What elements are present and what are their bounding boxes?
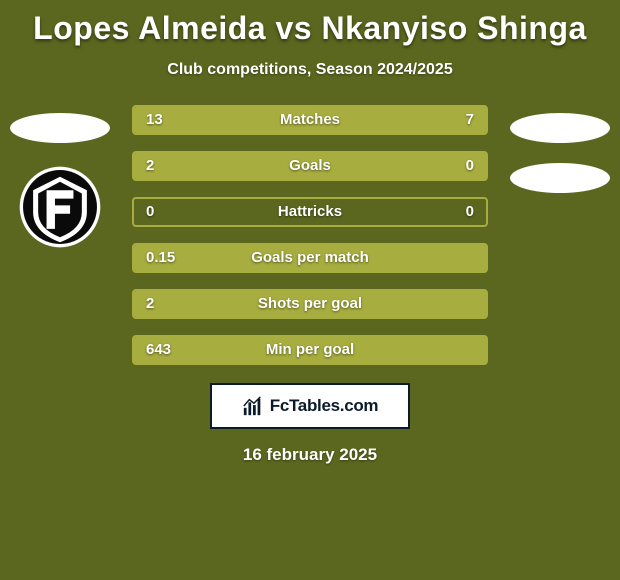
stat-row: 0.15Goals per match: [132, 243, 488, 273]
stat-label: Goals: [134, 153, 486, 179]
branding-logo-icon: [242, 395, 264, 417]
stat-row: 0Hattricks0: [132, 197, 488, 227]
club-right-placeholder: [510, 163, 610, 193]
page-title: Lopes Almeida vs Nkanyiso Shinga: [0, 0, 620, 47]
infographic-date: 16 february 2025: [0, 445, 620, 465]
branding-badge: FcTables.com: [210, 383, 410, 429]
stat-row: 13Matches7: [132, 105, 488, 135]
stat-bars: 13Matches72Goals00Hattricks00.15Goals pe…: [132, 105, 488, 381]
stat-value-right: 7: [466, 107, 474, 133]
stat-label: Goals per match: [134, 245, 486, 271]
stat-label: Shots per goal: [134, 291, 486, 317]
player-right-placeholder: [510, 113, 610, 143]
stat-row: 2Shots per goal: [132, 289, 488, 319]
stat-value-right: 0: [466, 153, 474, 179]
subtitle: Club competitions, Season 2024/2025: [0, 61, 620, 79]
club-left-badge: [18, 165, 102, 249]
stat-value-right: 0: [466, 199, 474, 225]
stat-label: Matches: [134, 107, 486, 133]
stat-row: 643Min per goal: [132, 335, 488, 365]
comparison-panel: 13Matches72Goals00Hattricks00.15Goals pe…: [0, 99, 620, 499]
stat-row: 2Goals0: [132, 151, 488, 181]
stat-label: Min per goal: [134, 337, 486, 363]
stat-label: Hattricks: [134, 199, 486, 225]
player-left-placeholder: [10, 113, 110, 143]
branding-text: FcTables.com: [270, 396, 379, 416]
